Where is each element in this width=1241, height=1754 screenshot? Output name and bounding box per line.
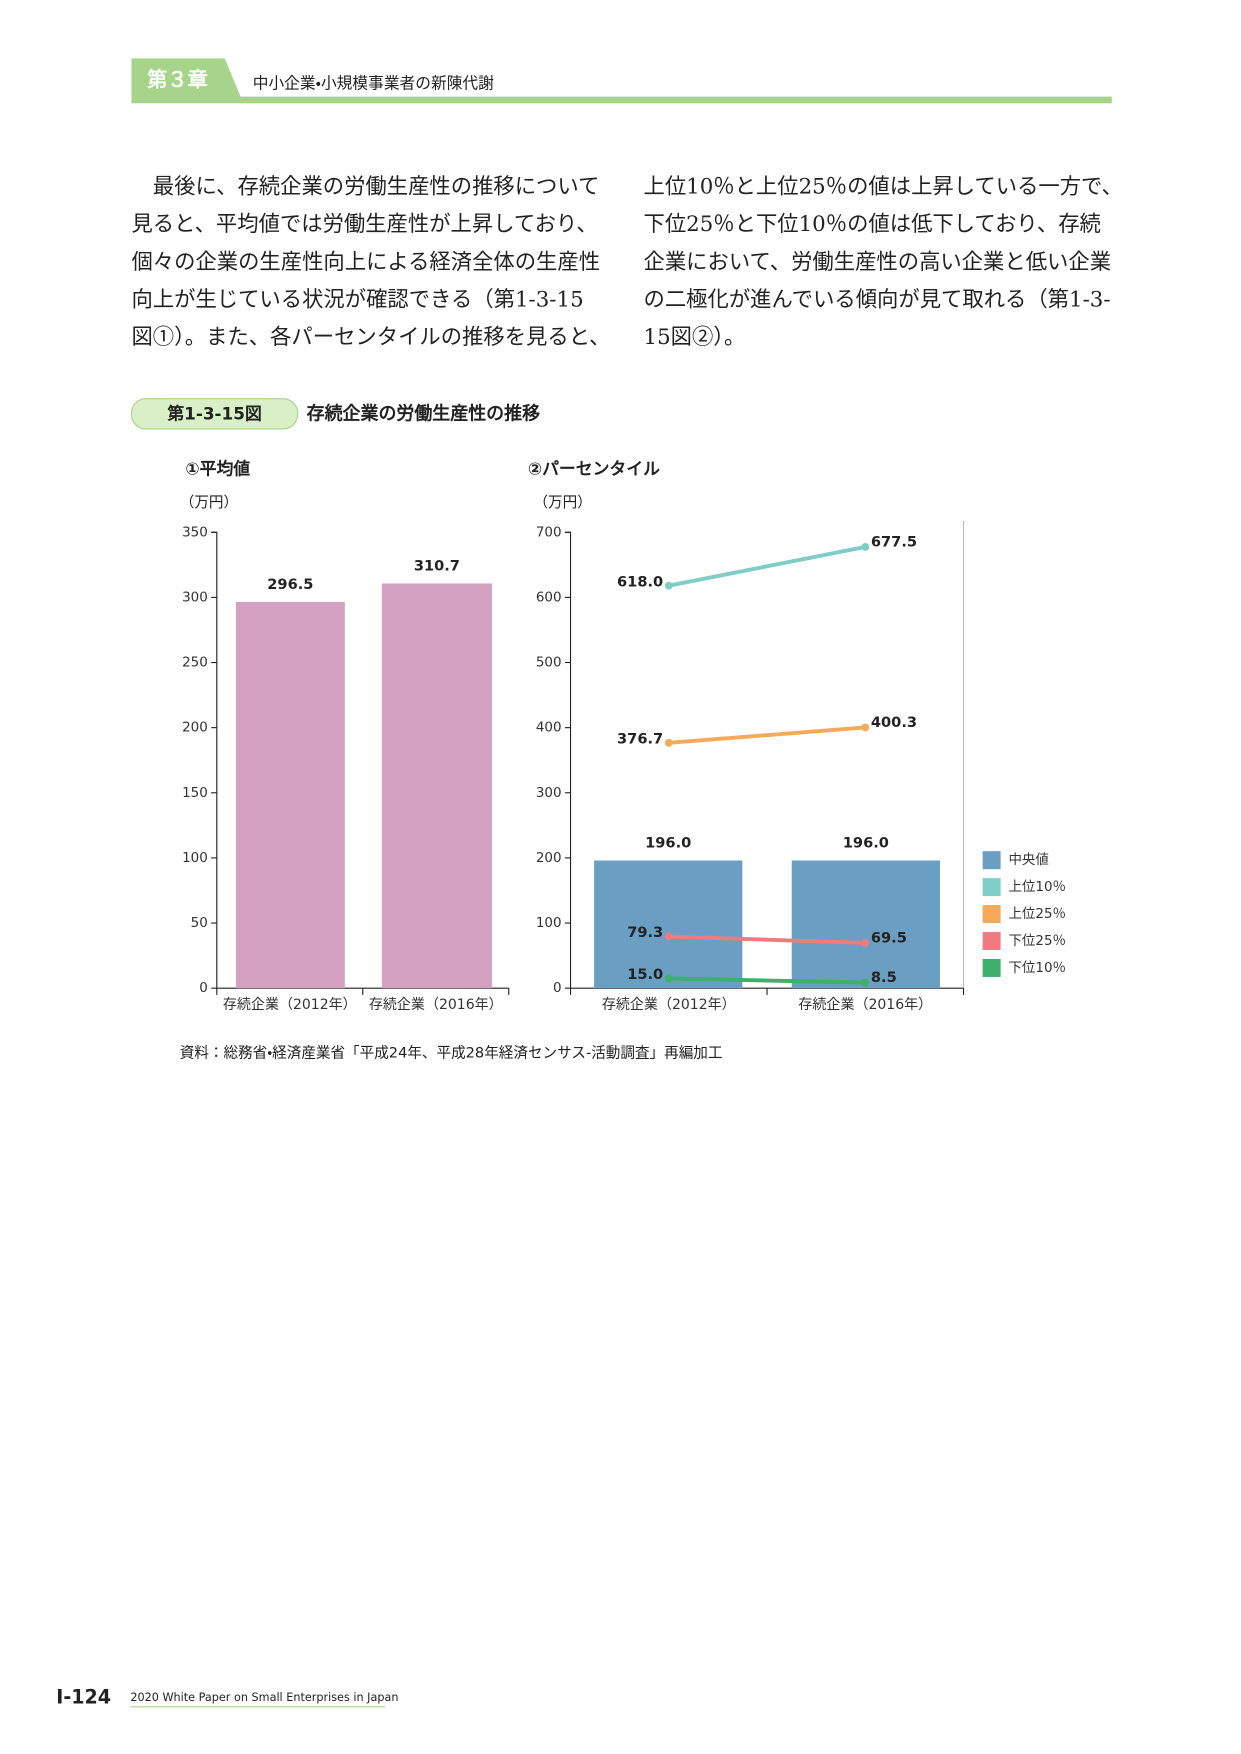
body-line: 上位10％と上位25％の値は上昇している一方で、 [644,175,1123,200]
body-line: 見ると、平均値では労働生産性が上昇しており、 [131,212,597,237]
y-tick-label: 300 [536,785,562,801]
value-label: 677.5 [871,533,917,550]
x-tick-label: 存続企業（2012年） [602,996,736,1013]
body-line: 企業において、労働生産性の高い企業と低い企業 [644,250,1112,275]
chapter-label: 第３章 [147,67,208,91]
legend-swatch [982,958,1001,977]
y-tick-label: 600 [536,589,562,605]
y-tick-label: 400 [536,720,562,736]
value-label: 79.3 [627,924,663,941]
legend-label: 上位10％ [1008,879,1066,895]
body-line: 15図②）。 [644,325,746,350]
y-tick-label: 200 [536,850,562,866]
legend-label: 中央値 [1008,852,1048,868]
point [664,974,673,983]
bar [594,860,743,989]
value-label: 8.5 [871,969,897,986]
y-axis-label: （万円） [533,494,591,511]
y-tick-label: 100 [182,850,208,866]
y-tick-label: 300 [182,589,208,605]
series-line [668,725,866,745]
y-axis-label: （万円） [180,494,238,511]
y-tick-label: 100 [536,915,562,931]
chart-title: ①平均値 [185,458,250,478]
header-rule [131,96,1112,104]
y-tick-label: 0 [199,980,208,996]
figure-source: 資料：総務省・経済産業省「平成24年、平成28年経済センサス‐活動調査」再編加工 [180,1044,723,1061]
value-label: 69.5 [871,929,907,946]
value-label: 15.0 [627,966,663,983]
series-line [668,544,866,588]
y-tick-label: 0 [553,980,562,996]
chart-title: ②パーセンタイル [528,458,660,478]
legend-label: 下位25％ [1008,933,1066,949]
point [664,581,673,590]
legend-swatch [982,932,1001,950]
x-tick-label: 存続企業（2016年） [369,996,503,1013]
legend-swatch [982,851,1001,870]
body: 最後に、存続企業の労働生産性の推移について見ると、平均値では労働生産性が上昇して… [131,175,1122,350]
value-label: 196.0 [645,835,691,852]
series-line [668,976,866,985]
bar [791,860,940,989]
y-tick-label: 350 [182,524,208,540]
body-line: 図①）。また、各パーセンタイルの推移を見ると、 [131,325,610,350]
legend-label: 上位25％ [1008,906,1066,922]
y-tick-label: 150 [182,785,208,801]
value-label: 400.3 [871,714,917,731]
series-line [668,934,866,945]
y-tick-label: 700 [536,524,562,540]
header-title: 中小企業・小規模事業者の新陳代謝 [253,74,494,93]
figure-number: 第1-3-15図 [166,403,261,423]
legend-swatch [982,905,1001,924]
value-label: 376.7 [617,730,663,747]
bar [235,601,345,989]
value-label: 618.0 [617,573,663,590]
value-label: 296.5 [267,576,313,593]
body-line: の二極化が進んでいる傾向が見て取れる（第1-3- [644,287,1111,312]
page-number: Ⅰ-124 [56,1686,111,1708]
point [861,938,870,947]
body-line: 最後に、存続企業の労働生産性の推移について [131,175,599,200]
y-tick-label: 50 [191,915,208,931]
legend-label: 下位10％ [1008,960,1066,976]
figure-number-pill [130,398,299,430]
figure-title: 存続企業の労働生産性の推移 [307,402,540,424]
point [664,738,673,747]
point [861,542,870,551]
chapter-tab [131,58,242,99]
publication: 2020 White Paper on Small Enterprises in… [130,1691,398,1704]
point [664,932,673,941]
point [861,723,870,732]
body-line: 下位25％と下位10％の値は低下しており、存続 [644,212,1101,237]
bar [381,583,492,989]
x-tick-label: 存続企業（2016年） [798,996,932,1013]
y-tick-label: 250 [182,655,208,671]
value-label: 310.7 [414,558,460,575]
body-line: 個々の企業の生産性向上による経済全体の生産性 [131,250,600,275]
point [861,978,870,987]
x-tick-label: 存続企業（2012年） [223,996,357,1013]
body-line: 向上が生じている状況が確認できる（第1-3-15 [131,287,583,312]
y-tick-label: 500 [536,655,562,671]
legend-swatch [982,878,1001,897]
y-tick-label: 200 [182,720,208,736]
value-label: 196.0 [843,835,889,852]
